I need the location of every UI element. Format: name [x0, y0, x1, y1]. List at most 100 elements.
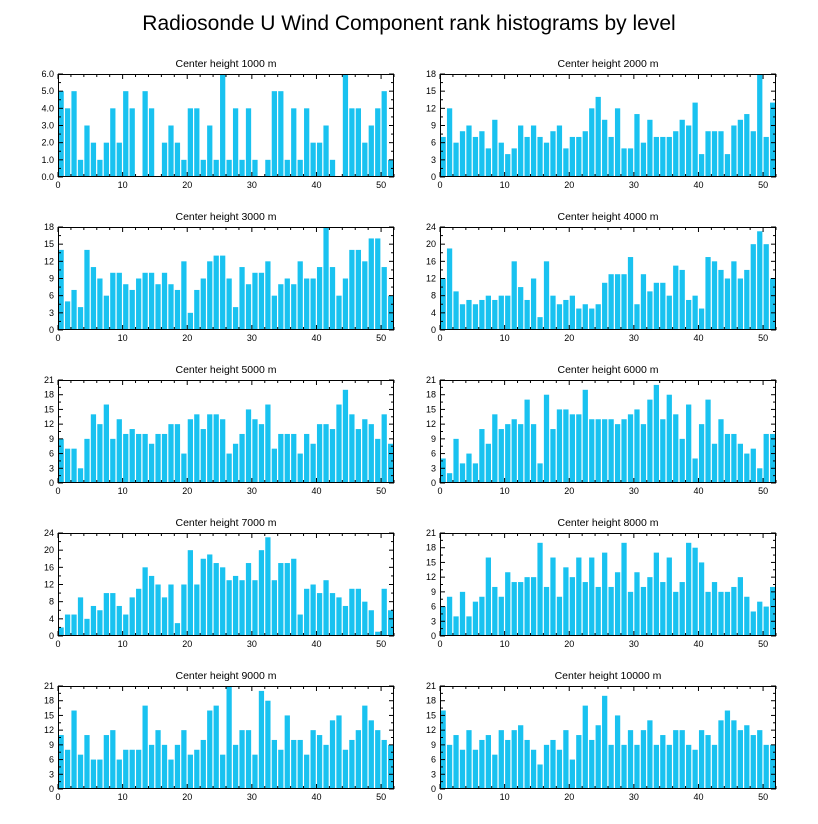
- bar: [602, 419, 608, 483]
- bar: [744, 269, 750, 330]
- bar: [291, 108, 297, 177]
- bar: [750, 448, 756, 483]
- bar: [640, 730, 647, 789]
- bar: [750, 611, 756, 636]
- y-tick-label: 12: [426, 419, 436, 429]
- bar: [621, 148, 627, 177]
- bar: [563, 148, 569, 177]
- bar: [71, 289, 77, 330]
- bar: [381, 588, 387, 636]
- bar: [563, 567, 569, 636]
- bar: [142, 91, 148, 177]
- bar: [537, 136, 543, 177]
- bar: [634, 572, 640, 636]
- bar: [705, 591, 711, 636]
- x-tick-label: 30: [629, 180, 639, 190]
- y-tick-label: 1.0: [41, 155, 54, 165]
- bar: [614, 715, 621, 789]
- bar: [543, 142, 550, 177]
- bar: [666, 744, 672, 789]
- x-tick-label: 0: [437, 792, 442, 802]
- y-tick-label: 12: [426, 274, 436, 284]
- bar: [187, 550, 193, 636]
- bar: [505, 424, 511, 483]
- bar: [97, 759, 103, 789]
- x-tick-label: 20: [182, 639, 192, 649]
- bar: [744, 453, 750, 483]
- bar: [232, 307, 239, 330]
- x-tick-label: 20: [564, 333, 574, 343]
- bar: [492, 414, 498, 483]
- bar: [472, 304, 479, 330]
- bar: [472, 601, 479, 636]
- bar: [123, 614, 129, 636]
- bar: [58, 249, 64, 330]
- bar: [608, 744, 614, 789]
- bar: [297, 261, 303, 330]
- bar: [310, 443, 316, 483]
- bar: [226, 453, 232, 483]
- bar: [492, 119, 498, 177]
- bar: [200, 278, 206, 330]
- bar: [375, 438, 381, 483]
- bar: [245, 563, 252, 636]
- bar: [621, 542, 627, 636]
- bar: [155, 433, 161, 483]
- panel-7: Center height 7000 m 0 10 20 30 40 50 0 4 8 12 16 20…: [44, 517, 395, 649]
- y-tick-label: 18: [44, 390, 54, 400]
- bar: [770, 744, 776, 789]
- bar: [245, 108, 252, 177]
- bar: [329, 159, 336, 177]
- x-tick-label: 10: [118, 792, 128, 802]
- bar: [103, 735, 109, 789]
- bar: [757, 74, 763, 177]
- bar: [336, 597, 342, 637]
- y-tick-label: 24: [426, 222, 436, 232]
- bar: [388, 443, 394, 483]
- bar: [453, 291, 459, 331]
- bar: [660, 419, 666, 483]
- x-tick-label: 40: [693, 792, 703, 802]
- bar: [608, 136, 614, 177]
- bar: [381, 91, 387, 177]
- bar: [84, 125, 90, 177]
- bar: [653, 552, 659, 636]
- x-tick-label: 30: [629, 639, 639, 649]
- bar: [368, 720, 374, 789]
- y-tick-label: 0: [49, 784, 54, 794]
- bar: [316, 593, 323, 636]
- panel-10: Center height 10000 m 0 10 20 30 40 50 0 3 6 9 12 15…: [426, 670, 777, 802]
- bar: [355, 108, 361, 177]
- bar: [349, 249, 355, 330]
- bar: [97, 278, 103, 330]
- bar: [673, 730, 679, 789]
- bar: [569, 414, 575, 483]
- x-tick-label: 50: [376, 486, 386, 496]
- bar: [724, 591, 731, 636]
- bar: [459, 463, 466, 483]
- bar: [634, 409, 640, 483]
- bar: [511, 261, 517, 330]
- bar: [627, 730, 634, 789]
- bar: [479, 429, 485, 483]
- bar: [129, 749, 135, 789]
- bar: [550, 131, 556, 177]
- bar: [472, 136, 479, 177]
- bar: [181, 453, 187, 483]
- bar: [181, 159, 187, 177]
- bar: [168, 584, 174, 636]
- bar: [737, 119, 743, 177]
- bar: [660, 582, 666, 636]
- y-tick-label: 9: [431, 121, 436, 131]
- bar: [258, 550, 265, 636]
- bar: [355, 588, 361, 636]
- y-tick-label: 3: [431, 155, 436, 165]
- bar: [608, 419, 614, 483]
- bar: [90, 759, 97, 789]
- bar: [543, 586, 550, 636]
- panel-title: Center height 1000 m: [176, 58, 277, 70]
- bar: [116, 759, 122, 789]
- bar: [505, 154, 511, 177]
- bar: [718, 419, 724, 483]
- bar: [342, 749, 349, 789]
